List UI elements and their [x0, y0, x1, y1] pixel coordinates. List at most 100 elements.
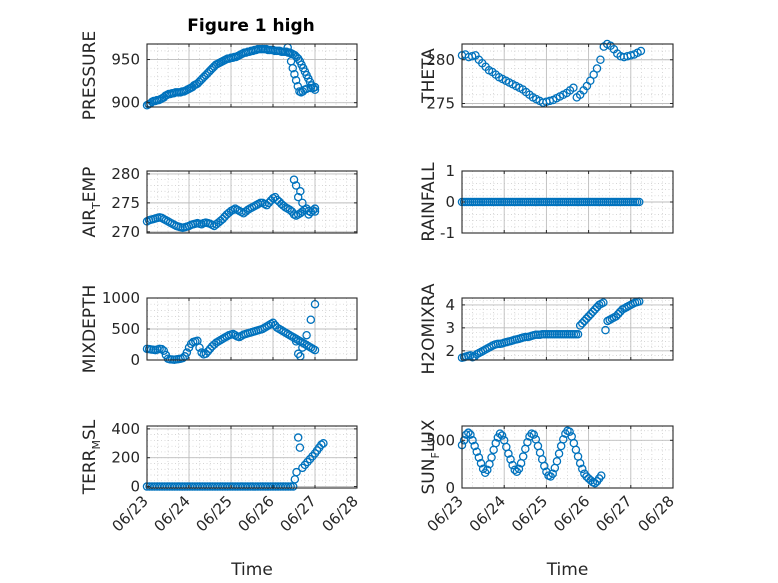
data-point [291, 75, 301, 85]
data-point [310, 204, 320, 213]
data-point [290, 69, 299, 79]
y-tick-label: 280 [426, 51, 455, 69]
data-point [472, 447, 482, 457]
x-tick-label: 06/25 [193, 492, 236, 535]
data-point [573, 330, 583, 339]
data-point [565, 427, 574, 436]
axes-box [146, 425, 358, 489]
data-point [554, 449, 564, 458]
data-point [459, 436, 469, 445]
data-point [159, 346, 169, 355]
data-point [470, 441, 479, 451]
data-point [283, 482, 293, 491]
plot-area [147, 171, 357, 233]
data-point [586, 309, 595, 319]
data-point [286, 482, 295, 491]
data-point [601, 325, 610, 335]
y-tick-label: 500 [426, 431, 455, 449]
x-tick-label: 06/25 [508, 492, 551, 535]
data-point [268, 318, 278, 328]
subplot-h2omixra: 2 3 4 H2OMIXRA [419, 283, 674, 375]
plot-area [462, 298, 673, 360]
x-tick-label: 06/27 [277, 492, 320, 535]
x-tick-label: 06/23 [424, 492, 467, 535]
data-point [636, 46, 646, 56]
data-point [584, 312, 593, 321]
data-point [540, 461, 549, 471]
data-point [264, 198, 274, 208]
y-tick-label: 1 [445, 162, 455, 180]
data-point [586, 476, 595, 485]
data-point [310, 207, 320, 216]
data-point [319, 439, 328, 448]
data-point [466, 351, 475, 360]
data-point [302, 84, 311, 94]
subplot-rainfall: -1 0 1 RAINFALL [419, 162, 674, 242]
data-point [599, 298, 608, 307]
y-tick-label: 0 [130, 478, 140, 496]
data-point [468, 436, 477, 445]
y-tick-label: 200 [111, 449, 140, 467]
y-axis-label: RAINFALL [419, 162, 439, 242]
data-point [497, 431, 507, 440]
data-point [241, 207, 250, 216]
data-point [295, 443, 305, 452]
data-point [182, 348, 192, 357]
y-tick-label: 2 [445, 342, 455, 360]
data-point [634, 197, 644, 207]
data-point [285, 205, 295, 215]
x-axis-label: Time [546, 560, 589, 580]
data-point [590, 478, 600, 488]
data-point [613, 309, 623, 319]
x-tick-label: 06/28 [319, 492, 362, 535]
data-point [195, 343, 204, 352]
y-tick-label: 0 [130, 351, 140, 369]
data-point [575, 458, 585, 468]
x-tick-label: 06/24 [151, 492, 194, 535]
data-point [197, 348, 206, 357]
y-tick-label: 3 [445, 319, 455, 337]
data-point [203, 347, 213, 356]
data-point [310, 82, 320, 92]
figure-title: Figure 1 high [187, 16, 315, 36]
data-point [298, 198, 307, 208]
data-point [504, 449, 513, 458]
data-point [582, 314, 591, 323]
y-axis-label: TERRMSL [80, 419, 103, 495]
data-point [495, 429, 505, 438]
y-tick-label: 270 [111, 223, 140, 241]
data-point [262, 200, 271, 210]
data-point [296, 187, 305, 196]
data-point [596, 55, 605, 65]
data-point [306, 83, 316, 93]
data-point [510, 465, 519, 475]
y-tick-label: 4 [445, 296, 455, 314]
data-point [310, 85, 320, 94]
data-point [552, 457, 562, 466]
data-point [506, 455, 515, 464]
y-tick-label: 275 [426, 95, 455, 113]
data-point [580, 316, 589, 326]
data-point [514, 464, 524, 474]
data-point [317, 440, 326, 449]
data-point [466, 430, 475, 439]
subplot-pressure: 900 950 PRESSURE [80, 31, 358, 120]
data-point [288, 63, 297, 73]
y-axis-label: MIXDEPTH [80, 285, 100, 374]
axes-box [461, 425, 674, 489]
y-tick-label: 900 [111, 94, 140, 112]
data-point [293, 349, 303, 359]
axes-box [461, 297, 674, 361]
data-point [491, 438, 501, 448]
data-point [201, 349, 211, 359]
y-tick-label: 1000 [102, 289, 140, 307]
data-point [588, 307, 598, 317]
y-axis-label: THETA [419, 48, 439, 104]
x-tick-label: 06/26 [550, 492, 593, 535]
data-point [218, 214, 227, 224]
data-point [464, 428, 473, 437]
data-point [289, 175, 299, 184]
